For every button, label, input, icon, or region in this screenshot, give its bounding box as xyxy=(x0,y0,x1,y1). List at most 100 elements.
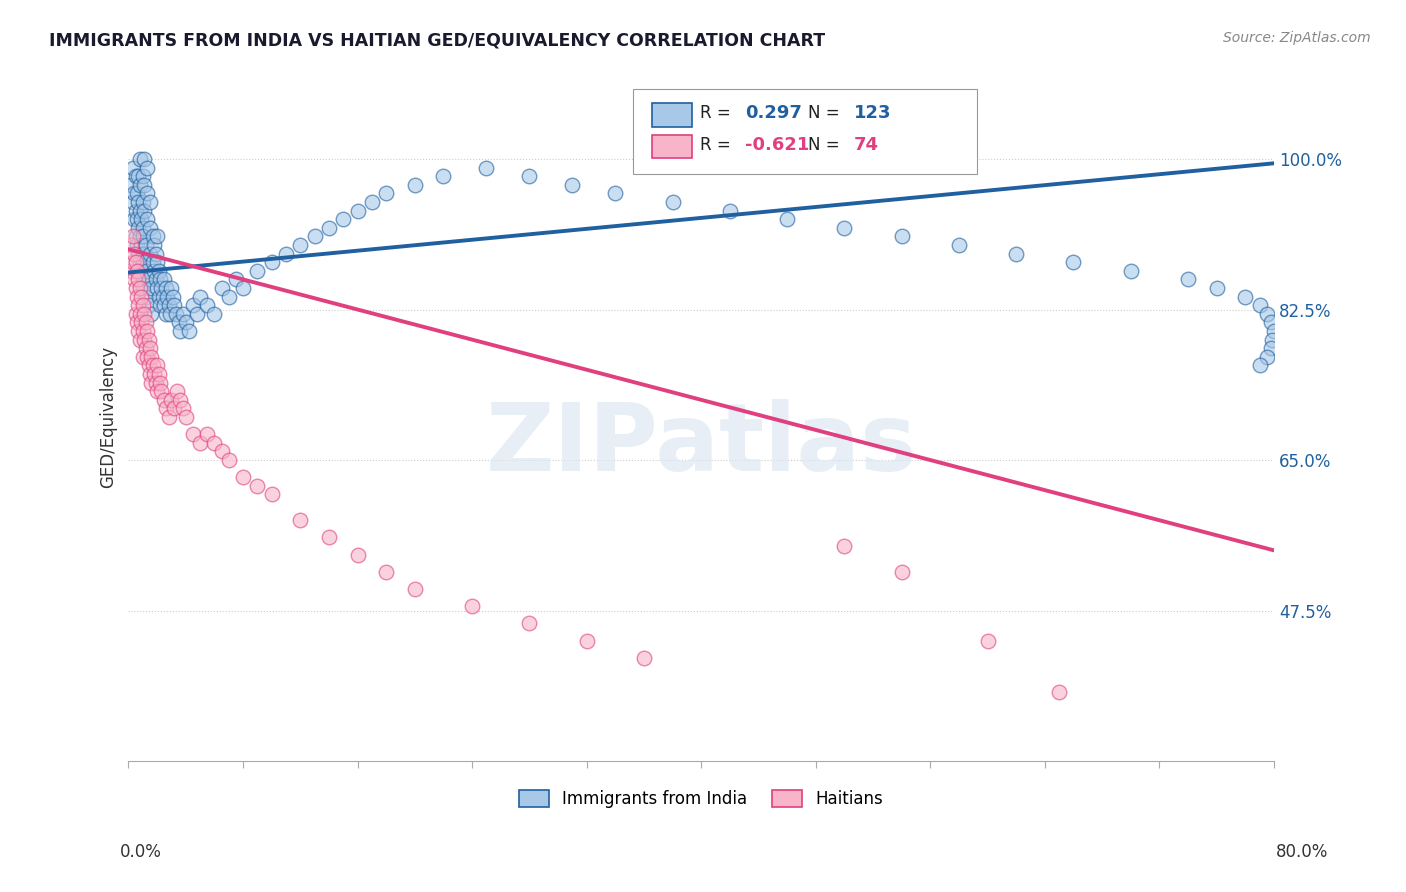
Point xyxy=(948,238,970,252)
Point xyxy=(145,246,167,260)
Point xyxy=(122,186,145,201)
Point xyxy=(976,633,998,648)
Point xyxy=(146,281,169,295)
Point xyxy=(121,229,143,244)
Point xyxy=(129,255,152,269)
Point xyxy=(135,315,157,329)
Point xyxy=(125,186,148,201)
Point xyxy=(260,487,283,501)
Point xyxy=(188,290,211,304)
Point xyxy=(131,264,153,278)
Point xyxy=(131,290,153,304)
Point xyxy=(1263,324,1285,338)
Point xyxy=(432,169,454,184)
Point xyxy=(129,281,152,295)
Point xyxy=(461,599,484,614)
Point xyxy=(146,359,169,373)
Point xyxy=(136,212,159,227)
Point xyxy=(225,272,247,286)
Point xyxy=(169,324,191,338)
Point xyxy=(120,178,142,192)
Point xyxy=(890,565,912,579)
Point xyxy=(138,298,160,312)
Point xyxy=(132,220,155,235)
Point xyxy=(318,531,340,545)
Point xyxy=(160,392,183,407)
Point xyxy=(1062,255,1084,269)
Point xyxy=(125,264,148,278)
Point xyxy=(135,264,157,278)
Point xyxy=(153,272,176,286)
Point xyxy=(139,194,162,209)
Point xyxy=(132,281,155,295)
Point xyxy=(150,281,173,295)
Point xyxy=(246,264,269,278)
Point xyxy=(120,264,142,278)
Point xyxy=(132,169,155,184)
Point xyxy=(202,307,225,321)
Point xyxy=(141,281,163,295)
Point xyxy=(145,272,167,286)
Point xyxy=(143,367,166,381)
Point xyxy=(318,220,340,235)
Point xyxy=(274,246,297,260)
Point xyxy=(346,203,368,218)
Point xyxy=(146,229,169,244)
Point xyxy=(143,264,166,278)
Point xyxy=(890,229,912,244)
Point xyxy=(128,220,150,235)
Point xyxy=(169,392,191,407)
Point xyxy=(125,315,148,329)
Point xyxy=(172,307,194,321)
Point xyxy=(124,169,146,184)
Point xyxy=(120,238,142,252)
Point xyxy=(162,290,184,304)
Point xyxy=(375,186,398,201)
Point xyxy=(332,212,354,227)
Point xyxy=(218,453,240,467)
Point xyxy=(136,161,159,175)
Point xyxy=(232,281,254,295)
Point xyxy=(1260,315,1282,329)
Point xyxy=(124,255,146,269)
Point xyxy=(128,169,150,184)
Point xyxy=(132,246,155,260)
Point xyxy=(125,238,148,252)
Point xyxy=(260,255,283,269)
Point xyxy=(834,220,856,235)
Point xyxy=(141,307,163,321)
Point xyxy=(167,315,190,329)
Point xyxy=(633,651,655,665)
Point xyxy=(1256,350,1278,364)
Point xyxy=(1261,333,1284,347)
Text: 0.297: 0.297 xyxy=(745,104,801,122)
Point xyxy=(124,281,146,295)
Point xyxy=(135,238,157,252)
Point xyxy=(1249,359,1271,373)
Point xyxy=(661,194,683,209)
Point xyxy=(138,333,160,347)
Point xyxy=(131,238,153,252)
Point xyxy=(145,376,167,390)
Point xyxy=(139,246,162,260)
Point xyxy=(360,194,382,209)
Text: 74: 74 xyxy=(853,136,879,153)
Point xyxy=(122,212,145,227)
Point xyxy=(304,229,326,244)
Point xyxy=(146,255,169,269)
Point xyxy=(1249,298,1271,312)
Point xyxy=(155,281,177,295)
Legend: Immigrants from India, Haitians: Immigrants from India, Haitians xyxy=(512,783,890,814)
Point xyxy=(174,315,197,329)
Point xyxy=(1256,307,1278,321)
Point xyxy=(290,513,312,527)
Point xyxy=(575,633,598,648)
Point xyxy=(177,324,200,338)
Text: -0.621: -0.621 xyxy=(745,136,810,153)
Point xyxy=(124,229,146,244)
Point xyxy=(172,401,194,416)
Point xyxy=(195,298,218,312)
Point xyxy=(181,298,204,312)
Point xyxy=(1119,264,1142,278)
Point xyxy=(124,307,146,321)
